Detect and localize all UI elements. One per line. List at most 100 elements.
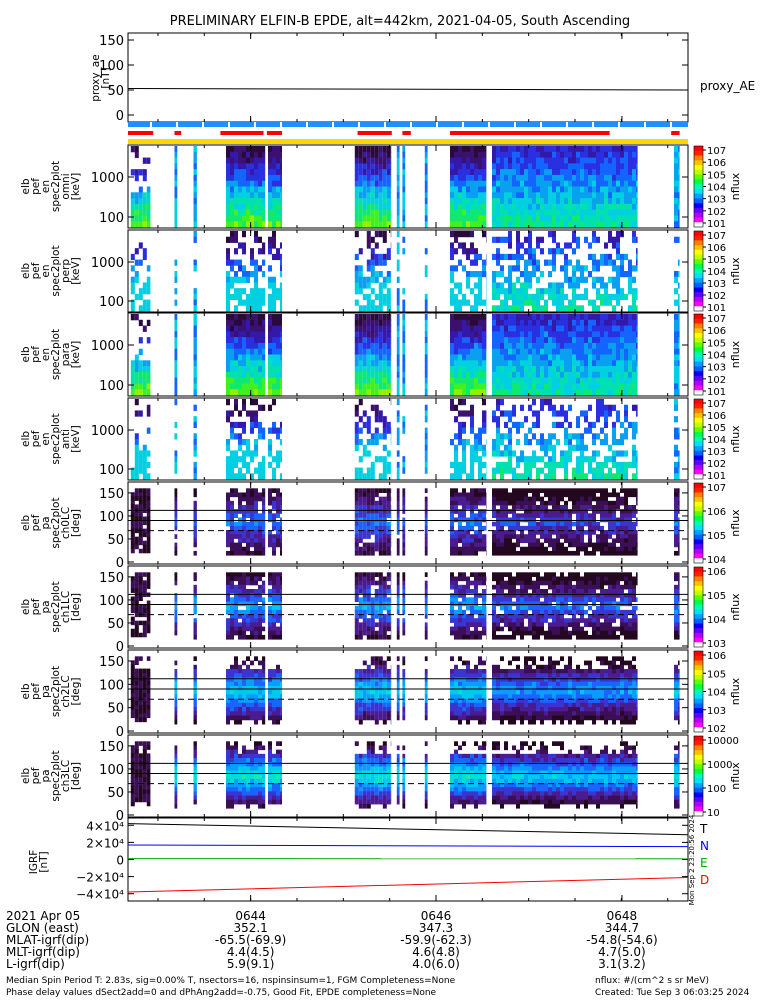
spec-cell	[382, 169, 387, 176]
pa-cell	[362, 505, 367, 510]
pa-cell	[504, 534, 508, 539]
spec-cell	[584, 360, 588, 367]
spec-cell	[238, 203, 242, 211]
spec-cell	[678, 354, 680, 361]
pa-cell	[268, 534, 272, 539]
pa-cell	[564, 525, 568, 531]
spec-cell	[600, 276, 604, 283]
spec-cell	[474, 377, 478, 384]
spec-cell	[226, 325, 230, 332]
spec-cell	[504, 383, 508, 390]
spec-cell	[612, 282, 616, 289]
spec-cell	[524, 203, 528, 211]
spec-cell	[532, 259, 536, 266]
spec-cell	[620, 186, 624, 193]
pa-cell	[536, 488, 540, 493]
spec-cell	[540, 314, 544, 321]
spec-cell	[624, 325, 628, 332]
spec-cell	[572, 231, 576, 238]
spec-cell	[374, 163, 379, 170]
spec-cell	[544, 461, 548, 469]
spec-cell	[592, 371, 596, 379]
spec-cell	[238, 242, 242, 249]
spec-cell	[540, 186, 544, 193]
pa-cell	[588, 521, 592, 527]
pa-cell	[596, 534, 600, 539]
spec-cell	[272, 203, 276, 211]
spec-cell	[478, 331, 482, 338]
spec-cell	[354, 444, 359, 451]
spec-cell	[238, 198, 242, 205]
spec-cell	[374, 427, 379, 434]
spec-cell	[536, 421, 540, 429]
spec-cell	[600, 354, 604, 361]
spec-cell	[230, 180, 234, 187]
pa-cell	[572, 530, 576, 535]
spec-cell	[540, 366, 544, 373]
spec-cell	[254, 151, 258, 159]
spec-cell	[366, 342, 371, 350]
pa-cell	[588, 538, 592, 544]
spec-cell	[450, 383, 454, 390]
pa-cell	[402, 530, 406, 535]
spec-cell	[250, 299, 254, 306]
pa-cell	[358, 525, 363, 531]
pa-cell	[424, 530, 428, 535]
spec-cell	[193, 383, 197, 390]
spec-cell	[370, 163, 375, 170]
spec-cell	[496, 209, 500, 216]
pa-cell	[276, 538, 280, 544]
spec-cell	[548, 288, 552, 295]
pa-cell	[512, 542, 516, 548]
spec-cell	[262, 331, 266, 338]
spec-cell	[462, 342, 466, 350]
ylabel-line: para	[60, 343, 72, 367]
spec-cell	[450, 276, 454, 283]
spec-cell	[576, 163, 580, 170]
pa-cell	[272, 534, 276, 539]
spec-cell	[354, 421, 359, 429]
spec-cell	[272, 305, 276, 312]
spec-cell	[238, 186, 242, 193]
pa-cell	[138, 548, 143, 554]
pa-cell	[628, 492, 632, 498]
spec-cell	[250, 314, 254, 321]
pa-cell	[552, 509, 556, 514]
spec-cell	[138, 383, 143, 390]
spec-cell	[608, 231, 612, 238]
spec-cell	[470, 209, 474, 216]
pa-cell	[454, 542, 458, 548]
pa-cell	[504, 513, 508, 519]
spec-cell	[678, 456, 680, 463]
spec-cell	[564, 348, 568, 355]
spec-cell	[382, 259, 387, 266]
spec-cell	[454, 354, 458, 361]
spec-cell	[478, 146, 482, 153]
spec-cell	[628, 331, 632, 338]
spec-cell	[280, 450, 282, 457]
spec-cell	[478, 192, 482, 199]
spec-cell	[454, 314, 458, 321]
pa-cell	[396, 513, 400, 519]
spec-cell	[608, 325, 612, 332]
spec-cell	[520, 421, 524, 429]
spec-cell	[552, 231, 556, 238]
spec-cell	[572, 282, 576, 289]
spec-cell	[386, 209, 391, 216]
spec-cell	[616, 331, 620, 338]
colorbar-cell	[694, 259, 703, 265]
pa-cell	[496, 534, 500, 539]
spec-cell	[612, 236, 616, 243]
pa-cell	[528, 550, 532, 556]
spec-cell	[616, 253, 620, 261]
spec-cell	[620, 265, 624, 272]
spec-cell	[504, 288, 508, 295]
spec-cell	[424, 337, 428, 344]
spec-cell	[454, 146, 458, 153]
spec-cell	[474, 337, 478, 344]
spec-cell	[516, 169, 520, 176]
spec-cell	[556, 169, 560, 176]
spec-cell	[548, 282, 552, 289]
spec-cell	[532, 433, 536, 440]
spec-cell	[193, 299, 197, 306]
